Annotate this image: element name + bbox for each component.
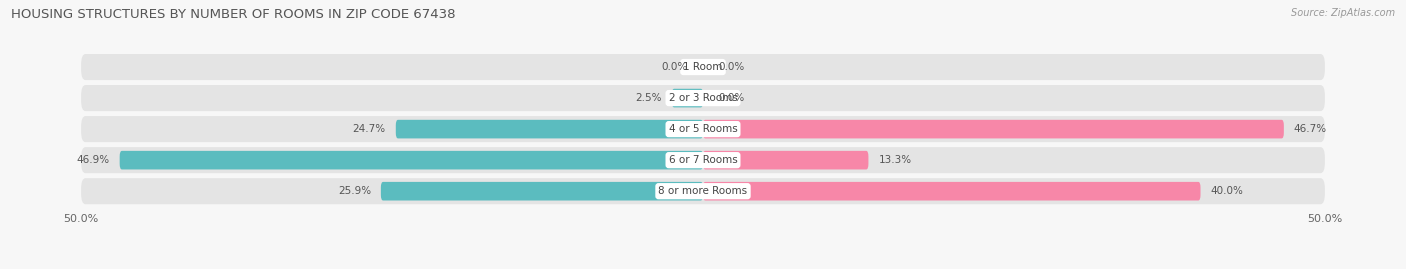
FancyBboxPatch shape: [82, 116, 1324, 142]
Text: 0.0%: 0.0%: [718, 62, 744, 72]
Text: 6 or 7 Rooms: 6 or 7 Rooms: [669, 155, 737, 165]
FancyBboxPatch shape: [672, 89, 703, 107]
Text: 2.5%: 2.5%: [636, 93, 662, 103]
FancyBboxPatch shape: [396, 120, 703, 139]
FancyBboxPatch shape: [120, 151, 703, 169]
Text: 1 Room: 1 Room: [683, 62, 723, 72]
FancyBboxPatch shape: [703, 120, 1284, 139]
FancyBboxPatch shape: [82, 54, 1324, 80]
Text: 8 or more Rooms: 8 or more Rooms: [658, 186, 748, 196]
Text: 46.7%: 46.7%: [1294, 124, 1327, 134]
Text: HOUSING STRUCTURES BY NUMBER OF ROOMS IN ZIP CODE 67438: HOUSING STRUCTURES BY NUMBER OF ROOMS IN…: [11, 8, 456, 21]
FancyBboxPatch shape: [82, 85, 1324, 111]
FancyBboxPatch shape: [82, 147, 1324, 173]
Text: 4 or 5 Rooms: 4 or 5 Rooms: [669, 124, 737, 134]
FancyBboxPatch shape: [703, 182, 1201, 200]
Text: 0.0%: 0.0%: [718, 93, 744, 103]
Text: Source: ZipAtlas.com: Source: ZipAtlas.com: [1291, 8, 1395, 18]
Text: 2 or 3 Rooms: 2 or 3 Rooms: [669, 93, 737, 103]
Text: 46.9%: 46.9%: [76, 155, 110, 165]
Text: 13.3%: 13.3%: [879, 155, 911, 165]
FancyBboxPatch shape: [82, 178, 1324, 204]
FancyBboxPatch shape: [703, 151, 869, 169]
Text: 24.7%: 24.7%: [353, 124, 385, 134]
Text: 0.0%: 0.0%: [662, 62, 688, 72]
FancyBboxPatch shape: [381, 182, 703, 200]
Text: 25.9%: 25.9%: [337, 186, 371, 196]
Text: 40.0%: 40.0%: [1211, 186, 1243, 196]
